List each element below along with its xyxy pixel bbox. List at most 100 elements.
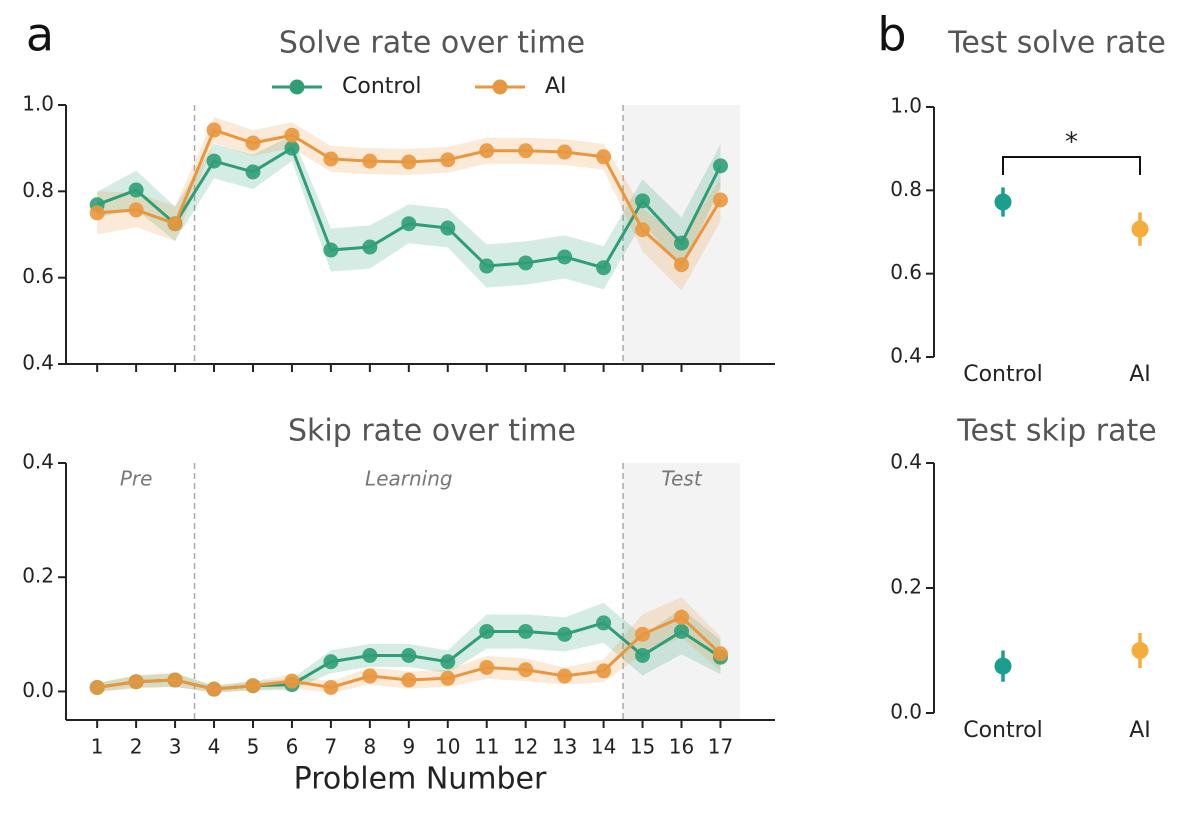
y-tick-label: 0.6 (22, 264, 54, 288)
data-point (479, 659, 495, 675)
significance-bracket (1002, 156, 1141, 175)
data-point (557, 668, 573, 684)
x-tick-label: 17 (708, 735, 733, 759)
phase-label: Pre (120, 467, 153, 491)
x-tick-label: 12 (513, 735, 538, 759)
data-point (362, 647, 378, 663)
data-point (401, 154, 417, 170)
y-tick-label: 0.4 (890, 344, 922, 368)
data-point (206, 681, 222, 697)
y-tick-label: 0.0 (890, 700, 922, 724)
legend-marker (492, 79, 508, 95)
x-tick-label: 6 (286, 735, 299, 759)
data-point (401, 672, 417, 688)
significance-marker: * (1065, 128, 1078, 158)
data-point (518, 623, 534, 639)
phase-label: Learning (365, 467, 453, 491)
data-point (89, 205, 105, 221)
data-point (518, 255, 534, 271)
x-tick-label: 11 (474, 735, 499, 759)
shaded-region (623, 463, 740, 720)
confidence-band (97, 602, 721, 693)
y-tick-label: 0.8 (890, 177, 922, 201)
data-point (284, 140, 300, 156)
data-point (440, 670, 456, 686)
data-point (401, 216, 417, 232)
data-point (440, 220, 456, 236)
data-point (1131, 642, 1149, 659)
data-point (284, 673, 300, 689)
data-point (674, 257, 690, 273)
data-point (89, 679, 105, 695)
data-point (712, 192, 728, 208)
data-point (323, 242, 339, 258)
category-label: Control (963, 362, 1043, 387)
y-tick-label: 0.2 (22, 564, 54, 588)
data-point (674, 609, 690, 625)
data-point (401, 647, 417, 663)
data-point (440, 152, 456, 168)
phase-label: Test (661, 467, 702, 491)
x-tick-label: 5 (247, 735, 260, 759)
data-point (479, 143, 495, 159)
panel-label: a (26, 8, 54, 62)
x-tick-label: 13 (552, 735, 577, 759)
data-point (323, 151, 339, 167)
data-point (245, 164, 261, 180)
data-point (518, 662, 534, 678)
x-tick-label: 8 (363, 735, 376, 759)
category-label: Control (963, 718, 1043, 743)
x-tick-label: 2 (130, 735, 143, 759)
data-point (596, 149, 612, 165)
y-tick-label: 0.4 (22, 351, 54, 375)
data-point (557, 144, 573, 160)
y-tick-label: 0.2 (890, 575, 922, 599)
data-point (362, 239, 378, 255)
x-tick-label: 10 (435, 735, 460, 759)
chart-title: Skip rate over time (288, 414, 576, 449)
data-point (245, 678, 261, 694)
x-tick-label: 7 (325, 735, 338, 759)
y-tick-label: 1.0 (890, 94, 922, 118)
y-tick-label: 0.8 (22, 178, 54, 202)
data-point (674, 235, 690, 251)
data-point (479, 258, 495, 274)
data-point (128, 182, 144, 198)
x-tick-label: 14 (591, 735, 616, 759)
data-point (994, 657, 1012, 675)
data-point (440, 654, 456, 670)
data-point (635, 626, 651, 642)
data-point (128, 674, 144, 690)
data-point (635, 647, 651, 663)
data-point (167, 216, 183, 232)
data-point (557, 626, 573, 642)
y-tick-label: 0.4 (22, 450, 54, 474)
y-tick-label: 0.4 (890, 450, 922, 474)
x-tick-label: 9 (402, 735, 415, 759)
data-point (362, 668, 378, 684)
data-point (323, 654, 339, 670)
data-point (635, 222, 651, 238)
x-tick-label: 15 (630, 735, 655, 759)
chart-title: Solve rate over time (279, 26, 585, 61)
data-point (635, 193, 651, 209)
x-tick-label: 16 (669, 735, 694, 759)
data-point (596, 260, 612, 276)
data-point (674, 623, 690, 639)
y-tick-label: 0.0 (22, 678, 54, 702)
legend-marker (289, 79, 305, 95)
data-point (284, 127, 300, 143)
confidence-band (97, 117, 721, 291)
data-point (596, 615, 612, 631)
legend-label: AI (545, 74, 567, 99)
data-point (206, 122, 222, 138)
data-point (1131, 220, 1149, 238)
category-label: AI (1129, 362, 1151, 387)
data-point (518, 143, 534, 159)
chart-title: Test skip rate (956, 414, 1156, 449)
x-tick-label: 4 (208, 735, 221, 759)
chart-title: Test solve rate (947, 26, 1166, 61)
data-point (167, 672, 183, 688)
